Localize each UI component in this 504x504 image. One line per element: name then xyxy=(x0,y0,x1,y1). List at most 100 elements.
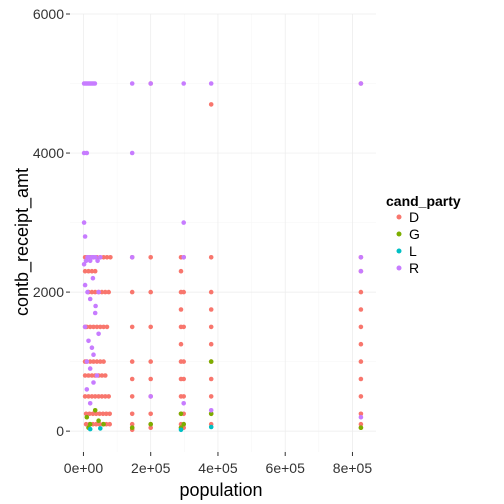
point-D xyxy=(82,268,88,274)
legend-key-R xyxy=(396,265,402,271)
y-tick-label: 4000 xyxy=(33,145,64,161)
point-R xyxy=(95,258,100,264)
point-G xyxy=(129,425,135,431)
legend-title: cand_party xyxy=(386,193,461,209)
point-R xyxy=(358,254,364,260)
point-D xyxy=(101,254,106,260)
point-D xyxy=(181,289,186,295)
y-axis-title: contb_receipt_amt xyxy=(12,168,33,316)
legend-label-G: G xyxy=(409,226,420,242)
point-D xyxy=(358,324,364,330)
point-D xyxy=(129,324,135,330)
point-D xyxy=(86,394,91,399)
legend-label-L: L xyxy=(409,243,417,259)
point-D xyxy=(208,307,214,312)
point-R xyxy=(96,289,101,295)
point-D xyxy=(86,373,91,378)
point-D xyxy=(181,324,186,330)
point-D xyxy=(181,394,186,399)
point-D xyxy=(104,324,110,330)
point-R xyxy=(87,296,93,302)
point-G xyxy=(208,359,214,364)
point-D xyxy=(178,268,184,274)
point-D xyxy=(358,394,364,399)
point-D xyxy=(208,289,214,295)
point-D xyxy=(208,102,214,107)
point-D xyxy=(107,411,112,417)
point-D xyxy=(93,411,99,417)
legend-key-G xyxy=(396,231,402,237)
point-D xyxy=(148,289,153,295)
point-D xyxy=(358,289,364,295)
point-R xyxy=(358,81,364,86)
point-D xyxy=(92,394,98,399)
data-points xyxy=(81,81,364,433)
point-R xyxy=(83,258,89,264)
point-D xyxy=(103,394,108,399)
point-G xyxy=(84,414,90,420)
point-G xyxy=(96,418,101,424)
legend-key-L xyxy=(396,248,402,254)
point-D xyxy=(82,394,88,399)
point-R xyxy=(81,220,87,225)
point-D xyxy=(208,376,214,382)
point-R xyxy=(91,352,96,358)
point-D xyxy=(104,411,109,417)
point-D xyxy=(99,289,105,295)
point-L xyxy=(98,426,103,431)
point-R xyxy=(181,81,186,86)
point-D xyxy=(208,324,214,330)
point-G xyxy=(101,421,106,427)
point-D xyxy=(98,324,103,330)
point-D xyxy=(148,324,153,330)
point-G xyxy=(87,421,93,427)
point-R xyxy=(148,394,153,399)
point-D xyxy=(129,289,135,295)
point-D xyxy=(103,373,108,378)
point-R xyxy=(82,324,88,330)
point-D xyxy=(178,341,184,347)
point-D xyxy=(178,307,184,312)
point-R xyxy=(92,81,98,86)
axes: 0e+00 2e+05 4e+05 6e+05 8e+05 0 2000 4000 6000 xyxy=(33,6,372,476)
point-D xyxy=(97,421,102,427)
point-D xyxy=(358,421,364,427)
point-D xyxy=(208,341,214,347)
y-tick-label: 0 xyxy=(56,423,64,439)
point-R xyxy=(84,150,90,156)
point-D xyxy=(358,376,364,382)
point-D xyxy=(129,394,135,399)
grid-lines xyxy=(70,13,376,452)
point-D xyxy=(82,373,88,378)
point-G xyxy=(92,408,98,413)
point-R xyxy=(98,254,103,260)
point-R xyxy=(93,303,98,309)
point-R xyxy=(86,338,91,344)
point-D xyxy=(93,421,99,427)
point-D xyxy=(87,411,92,417)
point-R xyxy=(96,331,101,337)
point-D xyxy=(129,376,135,382)
point-D xyxy=(90,411,96,417)
point-D xyxy=(83,421,89,427)
point-R xyxy=(181,254,186,260)
point-D xyxy=(94,324,100,330)
point-D xyxy=(97,411,102,417)
point-D xyxy=(148,376,153,382)
point-D xyxy=(358,341,364,347)
point-R xyxy=(129,81,135,86)
x-tick-label: 0e+00 xyxy=(64,460,104,476)
point-R xyxy=(87,366,93,371)
point-G xyxy=(358,425,364,431)
point-D xyxy=(86,268,91,274)
point-D xyxy=(87,359,93,364)
point-R xyxy=(358,268,364,274)
point-R xyxy=(148,81,153,86)
point-R xyxy=(87,258,93,264)
point-D xyxy=(148,425,153,431)
point-R xyxy=(90,275,96,281)
point-R xyxy=(82,234,88,239)
point-D xyxy=(106,289,111,295)
